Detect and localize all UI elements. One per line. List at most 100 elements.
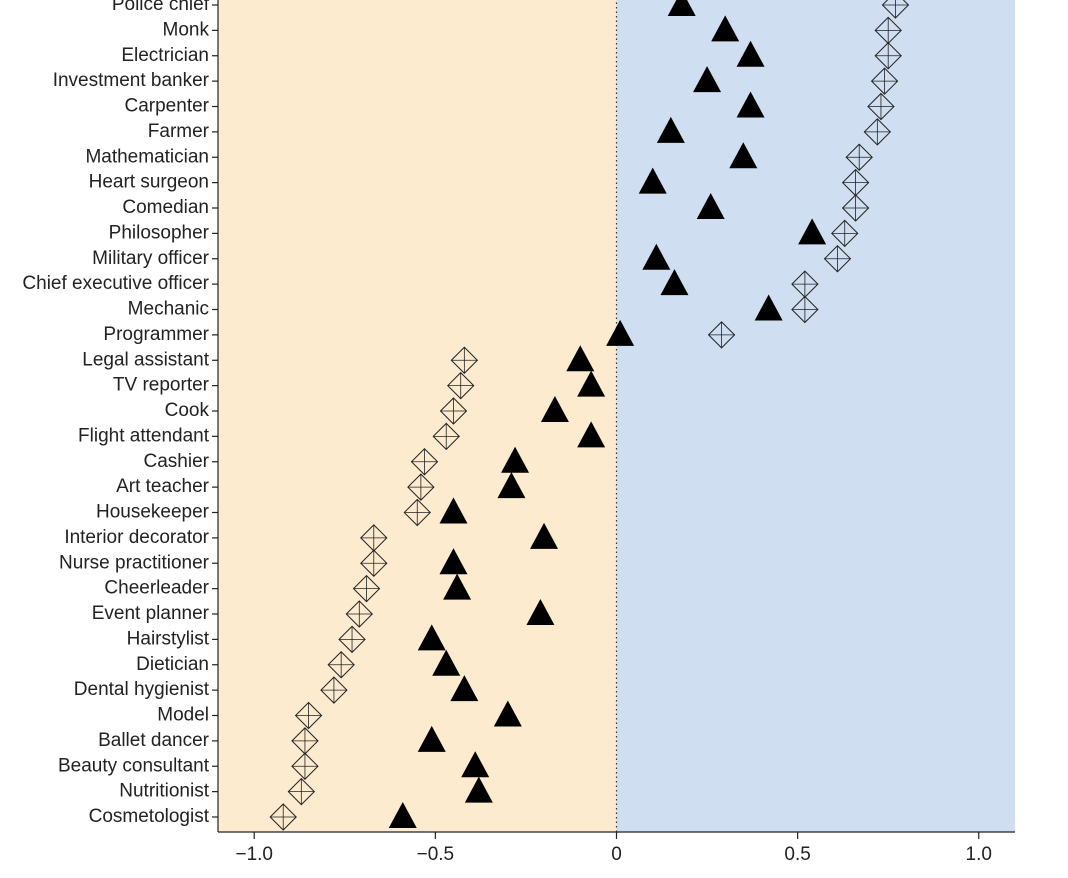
- y-tick-label: Farmer: [148, 121, 210, 142]
- triangle-marker: [736, 40, 765, 67]
- y-tick-label: TV reporter: [113, 375, 210, 396]
- y-tick-label: Event planner: [92, 603, 210, 624]
- triangle-marker: [798, 218, 827, 245]
- diamond-marker: [320, 676, 348, 704]
- triangle-marker: [729, 142, 758, 169]
- y-tick-label: Flight attendant: [78, 425, 210, 446]
- diamond-marker: [403, 498, 431, 527]
- triangle-marker: [497, 472, 526, 499]
- triangle-marker: [693, 66, 722, 93]
- y-tick-label: Ballet dancer: [98, 730, 210, 751]
- y-tick-label: Military officer: [92, 248, 210, 269]
- diamond-marker: [823, 245, 852, 273]
- diamond-marker: [432, 422, 460, 451]
- diamond-marker: [870, 67, 899, 95]
- triangle-marker: [443, 573, 472, 600]
- y-tick-label: Police chief: [112, 0, 210, 15]
- triangle-marker: [667, 0, 696, 16]
- triangle-marker: [577, 370, 606, 397]
- x-tick-label: −1.0: [235, 844, 273, 865]
- y-tick-label: Electrician: [121, 45, 209, 66]
- y-tick-label: Dental hygienist: [74, 679, 210, 700]
- diamond-marker: [874, 42, 902, 70]
- diamond-marker: [407, 473, 435, 501]
- triangle-marker: [711, 15, 740, 42]
- x-tick-label: −0.5: [417, 844, 455, 865]
- positive-region: [616, 0, 1015, 832]
- y-tick-label: Model: [157, 705, 209, 726]
- y-tick-label: Hairstylist: [127, 628, 210, 649]
- y-tick-label: Mechanic: [128, 299, 209, 320]
- y-tick-label: Cashier: [144, 451, 210, 472]
- diamond-marker: [831, 219, 859, 248]
- y-tick-label: Investment banker: [53, 70, 210, 91]
- y-tick-label: Nurse practitioner: [59, 552, 210, 573]
- triangle-marker: [530, 522, 559, 549]
- diamond-marker: [450, 346, 479, 374]
- x-tick-label: 1.0: [966, 844, 992, 865]
- triangle-marker: [432, 649, 461, 676]
- diamond-marker: [360, 549, 388, 577]
- triangle-marker: [566, 345, 595, 372]
- diamond-marker: [845, 143, 873, 171]
- diamond-marker: [439, 397, 468, 425]
- diamond-marker: [841, 194, 870, 222]
- triangle-marker: [696, 193, 725, 219]
- y-tick-label: Chief executive officer: [22, 273, 209, 294]
- triangle-marker: [417, 725, 446, 752]
- triangle-marker: [526, 599, 555, 625]
- y-tick-label: Interior decorator: [64, 527, 209, 548]
- y-tick-label: Mathematician: [85, 146, 209, 167]
- diamond-marker: [410, 448, 439, 476]
- triangle-marker: [439, 548, 468, 575]
- y-tick-label: Dietician: [136, 654, 209, 675]
- triangle-marker: [642, 243, 671, 270]
- diamond-marker: [327, 651, 355, 679]
- triangle-marker: [493, 700, 522, 727]
- y-tick-label: Beauty consultant: [58, 755, 210, 776]
- diamond-marker: [791, 295, 819, 324]
- y-tick-label: Cheerleader: [104, 578, 209, 599]
- triangle-marker: [540, 396, 569, 422]
- diamond-marker: [269, 803, 297, 831]
- diamond-marker: [447, 371, 475, 400]
- diamond-marker: [291, 752, 319, 780]
- y-tick-label: Cosmetologist: [89, 806, 210, 827]
- y-tick-label: Programmer: [103, 324, 209, 345]
- diamond-marker: [867, 92, 895, 121]
- triangle-marker: [638, 167, 667, 194]
- triangle-marker: [417, 624, 446, 651]
- diamond-marker: [338, 625, 366, 654]
- diamond-marker: [881, 0, 910, 19]
- triangle-marker: [606, 319, 635, 346]
- triangle-marker: [450, 675, 479, 702]
- diamond-marker: [294, 701, 323, 730]
- y-tick-label: Legal assistant: [82, 349, 209, 370]
- y-tick-label: Philosopher: [109, 222, 210, 243]
- x-tick-label: 0: [611, 844, 622, 865]
- y-tick-label: Comedian: [122, 197, 209, 218]
- y-tick-label: Nutritionist: [119, 781, 209, 802]
- y-tick-label: Housekeeper: [96, 502, 210, 523]
- triangle-marker: [501, 446, 530, 473]
- diamond-marker: [352, 574, 381, 603]
- y-tick-label: Heart surgeon: [89, 172, 209, 193]
- y-tick-label: Cook: [165, 400, 210, 421]
- triangle-marker: [754, 294, 783, 321]
- triangle-marker: [388, 802, 417, 828]
- x-tick-label: 0.5: [784, 844, 810, 865]
- diamond-marker: [707, 321, 736, 349]
- y-tick-label: Carpenter: [125, 96, 210, 117]
- triangle-marker: [464, 776, 493, 803]
- triangle-marker: [660, 269, 689, 296]
- triangle-marker: [439, 497, 468, 524]
- y-tick-label: Monk: [163, 19, 210, 40]
- triangle-marker: [577, 421, 606, 448]
- y-tick-label: Art teacher: [116, 476, 210, 497]
- diamond-marker: [287, 777, 316, 806]
- triangle-marker: [461, 751, 490, 778]
- triangle-marker: [736, 91, 765, 118]
- diamond-marker: [863, 118, 892, 146]
- triangle-marker: [656, 116, 685, 143]
